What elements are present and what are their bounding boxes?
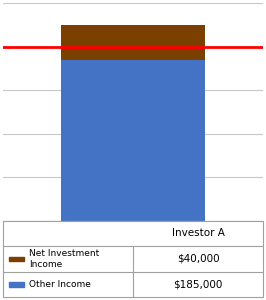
Text: Net Investment
Income: Net Investment Income <box>29 249 99 268</box>
Text: $40,000: $40,000 <box>177 254 219 264</box>
Text: $185,000: $185,000 <box>173 279 223 290</box>
Text: Investor A: Investor A <box>172 228 225 239</box>
Bar <box>61 60 205 221</box>
Bar <box>61 25 205 60</box>
Bar <box>9 257 23 261</box>
Bar <box>9 282 23 286</box>
FancyBboxPatch shape <box>3 221 263 297</box>
Text: Other Income: Other Income <box>29 280 91 289</box>
